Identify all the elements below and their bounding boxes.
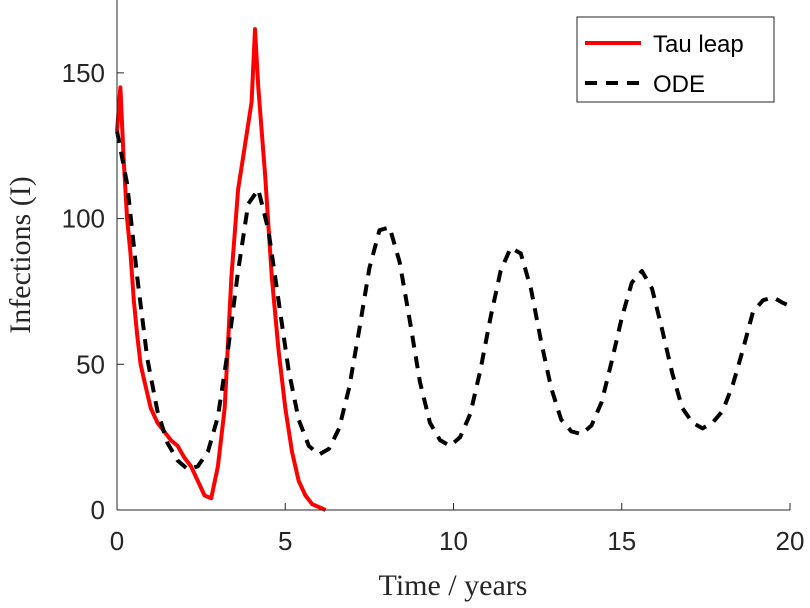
y-tick-label: 150 (62, 58, 105, 88)
legend-label-ode: ODE (653, 71, 705, 98)
x-tick-label: 0 (110, 526, 124, 556)
y-tick-label: 0 (91, 495, 105, 525)
x-tick-label: 5 (278, 526, 292, 556)
y-tick-label: 100 (62, 204, 105, 234)
y-axis-title: Infections (I) (4, 176, 37, 333)
x-axis-title: Time / years (379, 569, 528, 602)
axis-layer: 0 5 10 15 20 0 50 100 150 (62, 0, 805, 556)
legend: Tau leap ODE (576, 16, 775, 103)
series-line-ode (115, 130, 791, 472)
x-tick-label: 10 (439, 526, 468, 556)
legend-label-tau-leap: Tau leap (653, 31, 744, 58)
series-layer (115, 27, 791, 512)
legend-box (576, 16, 775, 103)
series-line-tau-leap (115, 27, 327, 512)
y-tick-label: 50 (76, 349, 105, 379)
x-tick-label: 15 (607, 526, 636, 556)
x-tick-label: 20 (776, 526, 805, 556)
